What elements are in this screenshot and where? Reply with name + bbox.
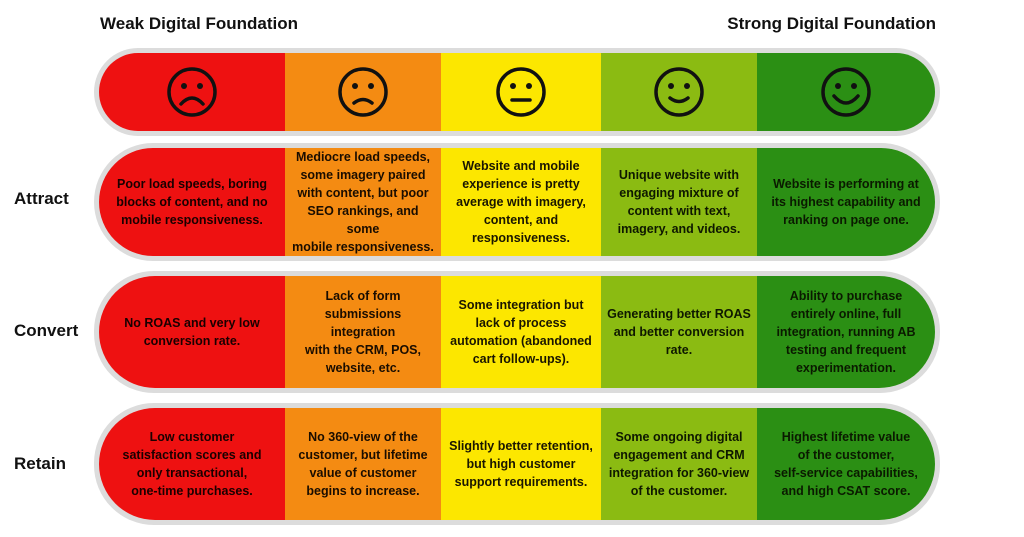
- convert-cell-3: Generating better ROAS and better conver…: [601, 276, 757, 388]
- attract-cell-2: Website and mobile experience is pretty …: [441, 148, 601, 256]
- sad-face-icon: [338, 67, 388, 117]
- convert-cell-4: Ability to purchase entirely online, ful…: [757, 276, 935, 388]
- retain-text-0: Low customer satisfaction scores and onl…: [122, 429, 262, 499]
- convert-text-3: Generating better ROAS and better conver…: [607, 306, 751, 358]
- attract-text-1: Mediocre load speeds, some imagery paire…: [292, 149, 434, 255]
- retain-text-1: No 360-view of the customer, but lifetim…: [298, 429, 428, 499]
- face-cell-4: [757, 53, 935, 131]
- attract-cell-4: Website is performing at its highest cap…: [757, 148, 935, 256]
- face-cell-1: [285, 53, 441, 131]
- retain-band: Low customer satisfaction scores and onl…: [94, 403, 940, 525]
- convert-cell-1: Lack of form submissions integration wit…: [285, 276, 441, 388]
- retain-cell-4: Highest lifetime value of the customer, …: [757, 408, 935, 520]
- row-label-attract: Attract: [14, 189, 69, 208]
- attract-text-2: Website and mobile experience is pretty …: [456, 158, 586, 246]
- face-cell-2: [441, 53, 601, 131]
- retain-cell-3: Some ongoing digital engagement and CRM …: [601, 408, 757, 520]
- weak-foundation-heading: Weak Digital Foundation: [100, 14, 299, 33]
- retain-cell-2: Slightly better retention, but high cust…: [441, 408, 601, 520]
- attract-cell-0: Poor load speeds, boring blocks of conte…: [99, 148, 285, 256]
- row-label-convert: Convert: [14, 321, 79, 340]
- attract-text-4: Website is performing at its highest cap…: [771, 176, 921, 228]
- attract-text-3: Unique website with engaging mixture of …: [617, 167, 741, 237]
- convert-cell-2: Some integration but lack of process aut…: [441, 276, 601, 388]
- strong-foundation-heading: Strong Digital Foundation: [727, 14, 936, 33]
- attract-cell-1: Mediocre load speeds, some imagery paire…: [285, 148, 441, 256]
- slight-smile-face-icon: [654, 67, 704, 117]
- attract-cell-3: Unique website with engaging mixture of …: [601, 148, 757, 256]
- convert-text-4: Ability to purchase entirely online, ful…: [776, 288, 916, 376]
- convert-text-2: Some integration but lack of process aut…: [450, 297, 592, 367]
- retain-text-2: Slightly better retention, but high cust…: [449, 438, 593, 490]
- convert-text-0: No ROAS and very low conversion rate.: [124, 315, 260, 348]
- neutral-face-icon: [496, 67, 546, 117]
- attract-text-0: Poor load speeds, boring blocks of conte…: [116, 176, 268, 228]
- retain-cell-0: Low customer satisfaction scores and onl…: [99, 408, 285, 520]
- convert-band: No ROAS and very low conversion rate. La…: [94, 271, 940, 393]
- retain-cell-1: No 360-view of the customer, but lifetim…: [285, 408, 441, 520]
- frowning-face-icon: [167, 67, 217, 117]
- face-cell-0: [99, 53, 285, 131]
- row-label-retain: Retain: [14, 454, 66, 473]
- smiling-face-icon: [821, 67, 871, 117]
- convert-cell-0: No ROAS and very low conversion rate.: [99, 276, 285, 388]
- attract-band: Poor load speeds, boring blocks of conte…: [94, 143, 940, 261]
- face-cell-3: [601, 53, 757, 131]
- retain-text-4: Highest lifetime value of the customer, …: [774, 429, 918, 499]
- retain-text-3: Some ongoing digital engagement and CRM …: [608, 429, 750, 499]
- convert-text-1: Lack of form submissions integration wit…: [305, 288, 421, 376]
- faces-band: [94, 48, 940, 136]
